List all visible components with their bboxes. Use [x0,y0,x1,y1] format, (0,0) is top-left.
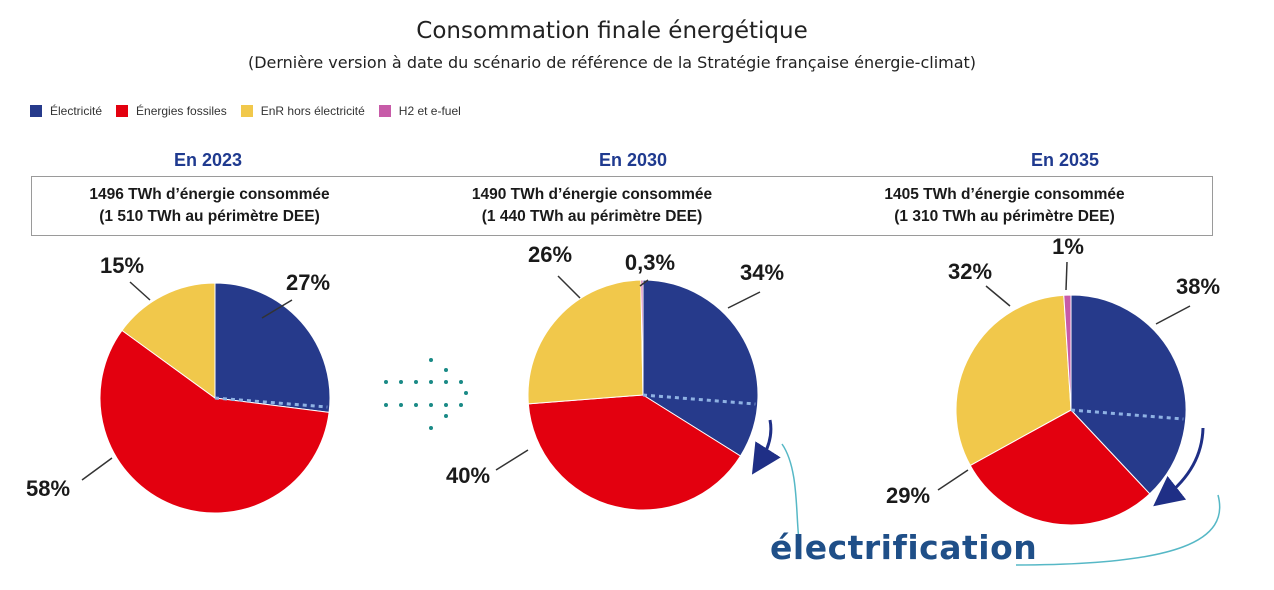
pie-slice [99,329,330,514]
pie-slice [955,294,1072,467]
legend-item-electricite: Électricité [30,104,102,118]
period-2023-label: En 2023 [173,150,243,170]
pie-slice [640,279,644,396]
pie-percent-label: 58% [26,476,70,501]
legend-item-fossiles: Énergies fossiles [116,104,227,118]
chart-title: Consommation finale énergétique [416,18,808,44]
legend-item-enr: EnR hors électricité [240,104,365,118]
consumption-dee: (1 510 TWh au périmètre DEE) [99,208,320,225]
pie-percent-label: 15% [100,253,144,278]
label-leader-line [1065,261,1068,291]
electricity-divider [214,396,328,409]
legend-label: Énergies fossiles [136,104,227,118]
electrification-connector [1015,494,1221,566]
legend: Électricité Énergies fossiles EnR hors é… [30,104,475,118]
electrification-label: électrification [770,528,1038,567]
pie-slice [1070,294,1187,495]
label-leader-line [81,457,113,481]
consumption-total: 1405 TWh d’énergie consommée [884,186,1125,203]
consumption-total: 1490 TWh d’énergie consommée [471,186,713,203]
pie-percent-label: 27% [286,270,330,295]
pie-percent-label: 38% [1176,274,1220,299]
legend-label: EnR hors électricité [260,104,365,118]
pie-percent-label: 0,3% [625,250,675,275]
pie-slice [121,282,216,399]
pie-percent-label: 34% [740,260,784,285]
pie-slice [527,394,742,511]
label-leader-line [495,449,529,471]
label-leader-line [129,281,151,301]
pie-slice [642,279,759,457]
pie-percent-label: 26% [528,242,572,267]
legend-swatch [378,105,391,117]
electrification-arrow-2035-icon [1153,427,1205,507]
legend-swatch [30,105,42,117]
label-leader-line [639,279,649,287]
consumption-dee: (1 310 TWh au périmètre DEE) [894,208,1115,225]
legend-label: Électricité [50,104,103,118]
pie-percent-label: 29% [886,483,930,508]
electricity-divider [1070,408,1184,421]
legend-item-h2: H2 et e-fuel [378,104,461,118]
label-leader-line [1155,305,1191,325]
consumption-dee: (1 440 TWh au périmètre DEE) [481,208,703,225]
electricity-divider [642,393,756,406]
legend-swatch [116,105,129,117]
label-leader-line [261,299,293,319]
label-leader-line [727,291,761,309]
consumption-box-2023: 1496 TWh d’énergie consommée (1 510 TWh … [31,176,387,236]
transition-arrow-icon [384,358,468,430]
pie-percent-label: 40% [446,463,490,488]
pie-slice [969,409,1151,526]
period-2030-label: En 2030 [598,150,668,170]
electrification-connector [781,443,801,549]
pie-slice [214,282,331,413]
chart-subtitle: (Dernière version à date du scénario de … [247,53,977,72]
pie-slice [527,279,644,405]
label-leader-line [985,285,1011,307]
electrification-arrow-2030-icon [751,419,781,475]
pie-slice [1063,294,1072,411]
legend-label: H2 et e-fuel [398,104,461,118]
period-2035-label: En 2035 [1030,150,1100,170]
label-leader-line [937,469,969,491]
label-leader-line [557,275,581,299]
consumption-total: 1496 TWh d’énergie consommée [89,186,330,203]
legend-swatch [240,105,253,117]
pie-percent-label: 1% [1052,234,1084,259]
consumption-box-2035: 1405 TWh d’énergie consommée (1 310 TWh … [797,176,1213,236]
consumption-box-2030: 1490 TWh d’énergie consommée (1 440 TWh … [387,176,797,236]
pie-percent-label: 32% [948,259,992,284]
